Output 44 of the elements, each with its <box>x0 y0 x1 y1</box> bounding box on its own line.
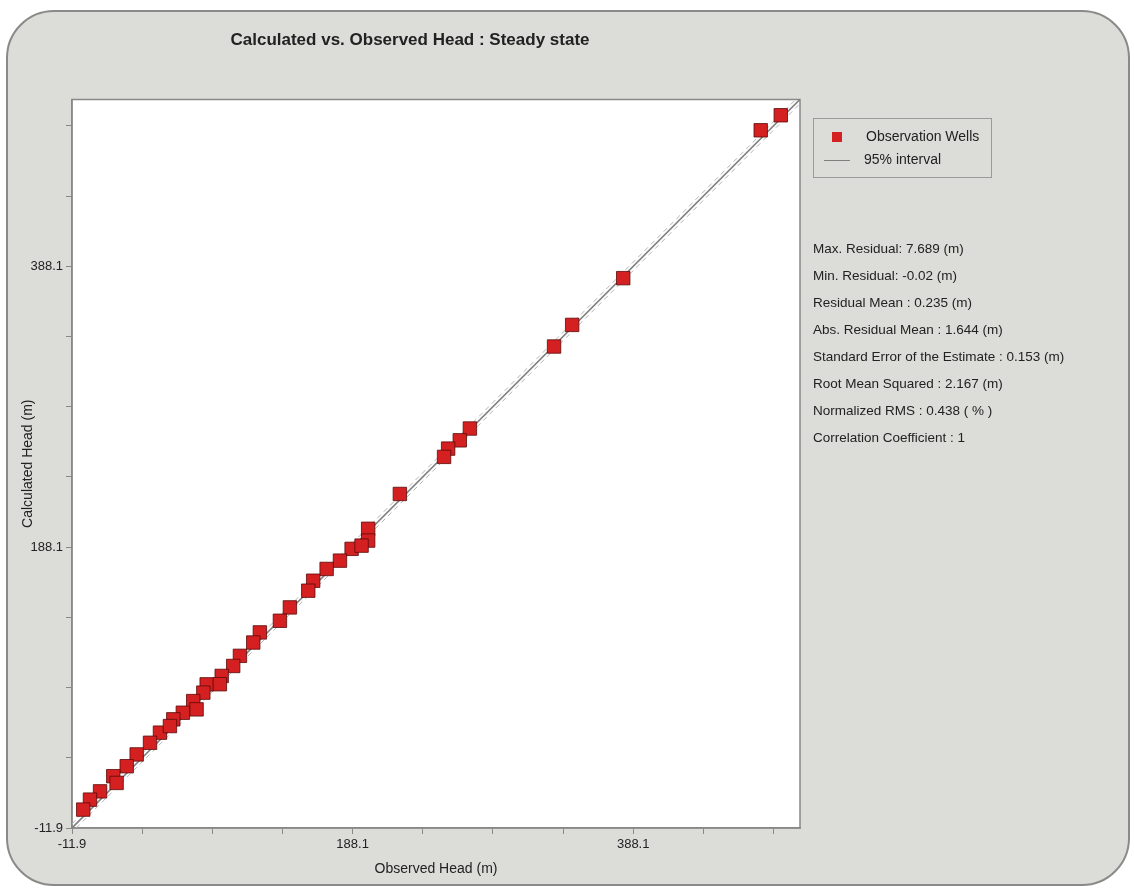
text: Standard Error of the Estimate : 0.153 (m) <box>813 348 1065 366</box>
point <box>773 108 788 123</box>
point <box>354 538 369 553</box>
point <box>301 583 316 598</box>
point <box>212 677 227 692</box>
point <box>246 635 261 650</box>
text: Correlation Coefficient : 1 <box>813 429 967 447</box>
point <box>436 449 452 465</box>
point <box>452 433 467 448</box>
y-tick-label: -11.9 <box>34 819 63 835</box>
point <box>129 747 144 762</box>
chart-title: Calculated vs. Observed Head : Steady state <box>230 29 590 49</box>
point <box>319 561 334 577</box>
point <box>189 702 204 717</box>
x-tick-label: 388.1 <box>616 836 650 852</box>
x-axis-title: Observed Head (m) <box>374 860 498 877</box>
y-axis-title: Calculated Head (m) <box>19 399 36 528</box>
text: Max. Residual: 7.689 (m) <box>813 240 965 258</box>
text: Residual Mean : 0.235 (m) <box>813 294 974 312</box>
point <box>282 600 297 615</box>
point <box>565 317 580 333</box>
point <box>162 718 178 734</box>
text: Abs. Residual Mean : 1.644 (m) <box>813 321 1004 339</box>
point <box>142 735 158 750</box>
point <box>462 421 477 436</box>
legend-label: 95% interval <box>864 151 942 167</box>
point <box>272 613 288 628</box>
point <box>226 658 241 674</box>
point <box>119 759 134 774</box>
point <box>753 123 768 138</box>
legend-label: Observation Wells <box>866 128 980 144</box>
text: Normalized RMS : 0.438 ( % ) <box>813 402 994 420</box>
point <box>332 553 348 568</box>
point <box>616 271 631 286</box>
text: Min. Residual: -0.02 (m) <box>813 267 959 285</box>
x-tick-label: 188.1 <box>336 836 369 852</box>
y-tick-label: 188.1 <box>30 538 63 554</box>
point <box>76 802 91 817</box>
point <box>392 486 407 502</box>
point <box>546 339 562 354</box>
y-tick-label: 388.1 <box>30 257 63 273</box>
text: Root Mean Squared : 2.167 (m) <box>813 375 1004 393</box>
point <box>109 775 124 791</box>
x-tick-label: -11.9 <box>57 836 87 852</box>
